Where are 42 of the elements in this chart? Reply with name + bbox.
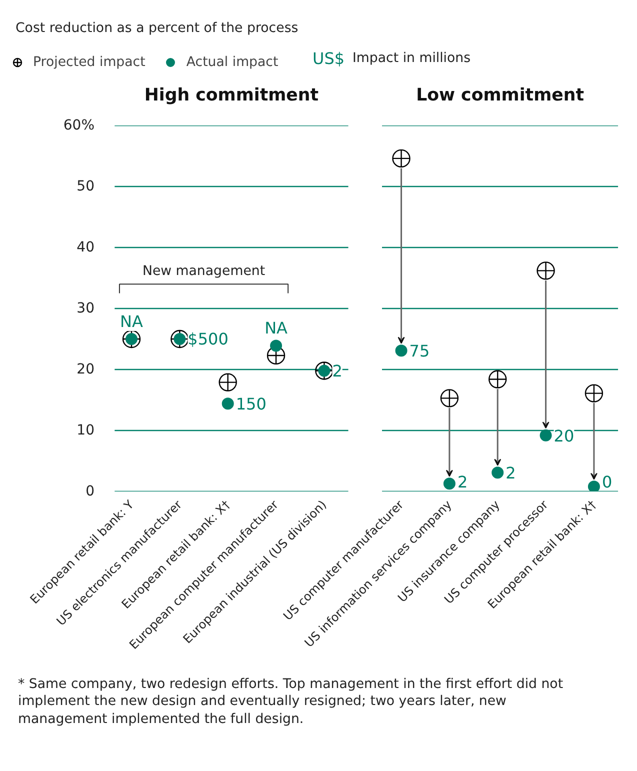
annotation: 2 <box>332 362 342 381</box>
point <box>315 362 334 380</box>
point <box>392 149 410 168</box>
point <box>443 478 456 490</box>
annotation: NA <box>120 312 144 331</box>
point <box>270 340 282 352</box>
annotation: New management <box>142 264 266 280</box>
annotation: 150 <box>236 394 266 414</box>
point <box>170 330 189 348</box>
y-tick-label: 30 <box>76 300 95 316</box>
point <box>536 262 555 280</box>
chart-title: High commitment <box>144 86 319 106</box>
point <box>395 344 408 357</box>
annotation: 2 <box>457 472 468 492</box>
point <box>488 370 507 388</box>
point <box>584 384 604 402</box>
point <box>588 480 600 492</box>
y-tick-label: 0 <box>86 484 95 500</box>
point <box>222 398 234 410</box>
annotation: 20 <box>554 426 574 446</box>
point <box>266 346 286 365</box>
point <box>540 429 552 442</box>
legend-title: US$ Impact in millions <box>312 49 471 68</box>
y-tick-label: 20 <box>76 362 95 378</box>
annotation: 2 <box>506 464 516 483</box>
annotation: $500 <box>188 330 228 348</box>
annotation: 0 <box>602 472 612 492</box>
legend-label: Projected impact <box>33 54 146 70</box>
y-tick-label: 10 <box>76 422 95 438</box>
y-axis-title: Cost reduction as a percent of the process <box>16 21 298 36</box>
point <box>492 466 504 479</box>
y-tick-label: 60% <box>63 118 95 134</box>
legend-label: Actual impact <box>186 54 278 70</box>
y-tick-label: 40 <box>76 240 95 256</box>
point <box>218 373 237 392</box>
y-tick-label: 50 <box>76 178 95 194</box>
point <box>440 389 459 408</box>
point <box>122 330 141 348</box>
annotation: 75 <box>409 342 430 361</box>
annotation: NA <box>264 318 288 338</box>
chart-title: Low commitment <box>416 86 584 106</box>
text: * Same company, two redesign efforts. Top management in the first effort did not implement the new design and eventually resigned; two years later, new management implemented the full design. <box>18 676 564 728</box>
